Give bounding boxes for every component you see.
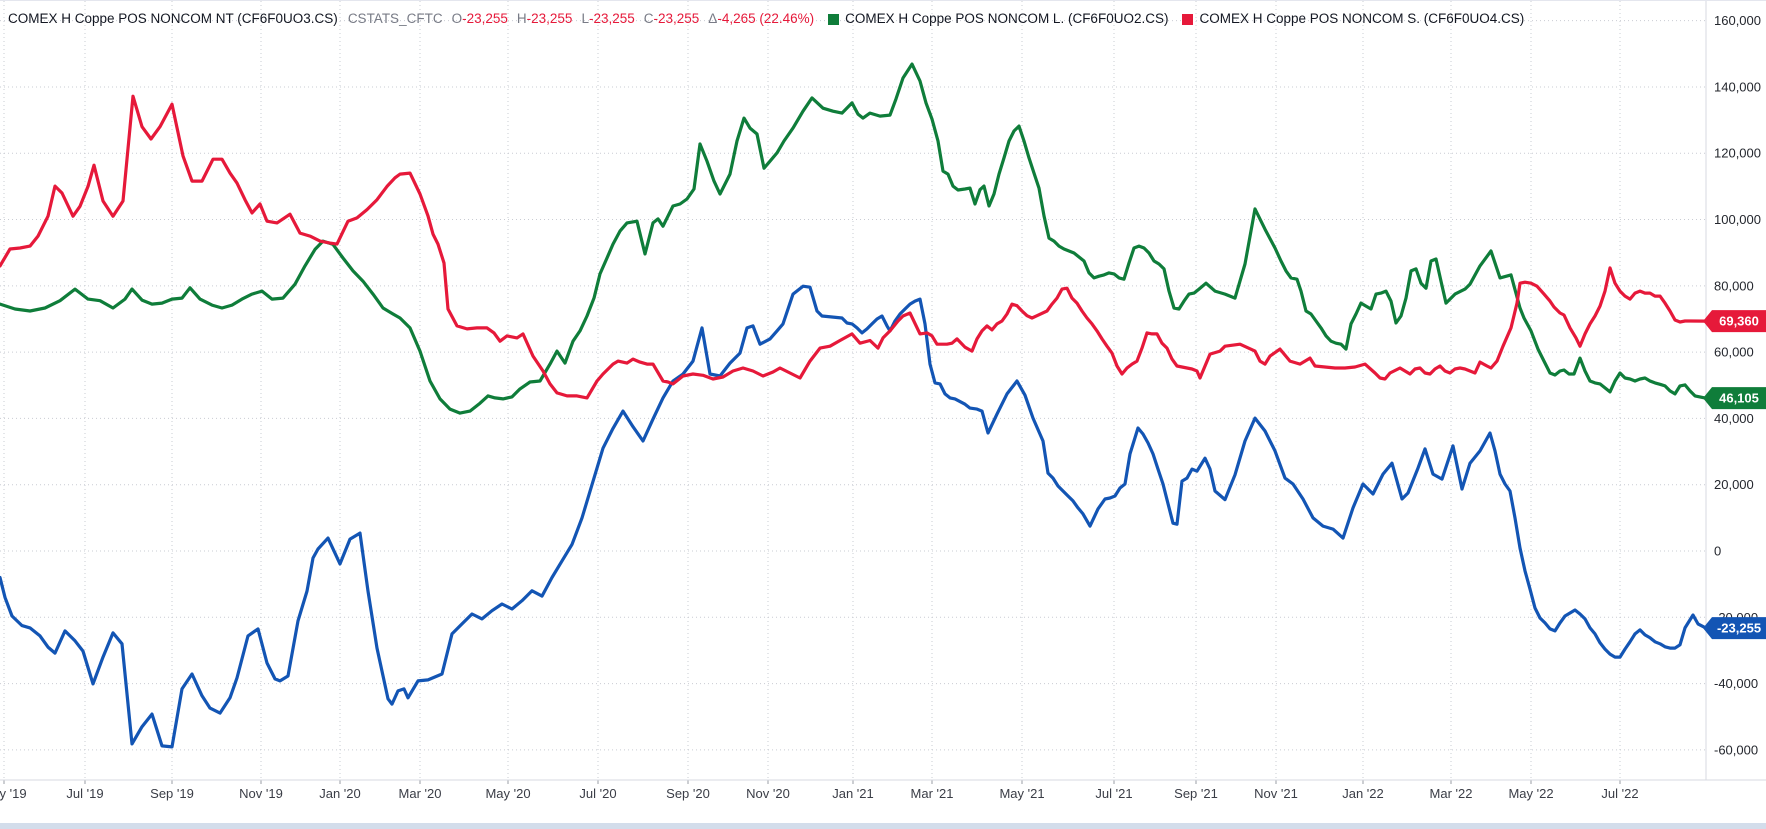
y-axis-label: 20,000 bbox=[1714, 477, 1754, 492]
y-axis-label: 40,000 bbox=[1714, 411, 1754, 426]
y-axis-label: 0 bbox=[1714, 544, 1721, 559]
price-badge-noncom_short bbox=[1703, 310, 1766, 333]
series-short-title[interactable]: COMEX H Coppe POS NONCOM S. (CF6F0UO4.CS… bbox=[1199, 11, 1525, 26]
series-long-swatch-icon bbox=[828, 13, 840, 25]
y-axis-label: -60,000 bbox=[1714, 742, 1758, 757]
x-axis-label: Jan '22 bbox=[1342, 786, 1384, 801]
series-line-noncom_net[interactable] bbox=[0, 284, 1708, 749]
price-badge-noncom_net bbox=[1703, 617, 1766, 640]
price-badge-label-noncom_net: -23,255 bbox=[1717, 621, 1761, 636]
x-axis-label: Mar '20 bbox=[399, 786, 442, 801]
y-axis-label: 140,000 bbox=[1714, 79, 1761, 94]
y-axis-label: 60,000 bbox=[1714, 345, 1754, 360]
x-axis-label: Mar '21 bbox=[911, 786, 954, 801]
ohlc-open: O-23,255 bbox=[451, 11, 508, 26]
x-axis-label: Jan '21 bbox=[832, 786, 874, 801]
y-axis-label: 100,000 bbox=[1714, 212, 1761, 227]
series-long-title[interactable]: COMEX H Coppe POS NONCOM L. (CF6F0UO2.CS… bbox=[845, 11, 1169, 26]
series-net-source: CSTATS_CFTC bbox=[347, 11, 443, 26]
y-axis-label: 120,000 bbox=[1714, 146, 1761, 161]
y-axis-label: 80,000 bbox=[1714, 278, 1754, 293]
chart-legend: COMEX H Coppe POS NONCOM NT (CF6F0UO3.CS… bbox=[8, 10, 1524, 28]
ohlc-low: L-23,255 bbox=[581, 11, 635, 26]
x-axis-label: Nov '21 bbox=[1254, 786, 1298, 801]
series-line-noncom_long[interactable] bbox=[0, 62, 1708, 415]
x-axis-label: Jul '21 bbox=[1095, 786, 1132, 801]
x-axis-label: May '22 bbox=[1508, 786, 1553, 801]
x-axis-label: Mar '22 bbox=[1430, 786, 1473, 801]
x-axis-label: Jul '22 bbox=[1601, 786, 1638, 801]
ohlc-high: H-23,255 bbox=[516, 11, 573, 26]
x-axis-label: May '20 bbox=[485, 786, 530, 801]
x-axis-label: Nov '19 bbox=[239, 786, 283, 801]
y-axis-label: -40,000 bbox=[1714, 676, 1758, 691]
ohlc-close: C-23,255 bbox=[643, 11, 700, 26]
x-axis-label: Sep '21 bbox=[1174, 786, 1218, 801]
window-bottom-strip bbox=[0, 823, 1766, 829]
x-axis-label: May '19 bbox=[0, 786, 27, 801]
x-axis-label: Jul '19 bbox=[66, 786, 103, 801]
price-badge-label-noncom_short: 69,360 bbox=[1719, 314, 1759, 329]
ohlc-change: Δ-4,265 (22.46%) bbox=[708, 11, 815, 26]
series-short-swatch-icon bbox=[1182, 13, 1194, 25]
x-axis-label: Jan '20 bbox=[319, 786, 361, 801]
price-badge-label-noncom_long: 46,105 bbox=[1719, 391, 1759, 406]
x-axis-label: Sep '19 bbox=[150, 786, 194, 801]
series-line-noncom_short[interactable] bbox=[0, 94, 1708, 400]
series-net-title[interactable]: COMEX H Coppe POS NONCOM NT (CF6F0UO3.CS… bbox=[8, 11, 338, 26]
price-badge-noncom_long bbox=[1703, 387, 1766, 410]
x-axis-label: Jul '20 bbox=[579, 786, 616, 801]
x-axis-label: Nov '20 bbox=[746, 786, 790, 801]
x-axis-label: May '21 bbox=[999, 786, 1044, 801]
y-axis-label: 160,000 bbox=[1714, 13, 1761, 28]
x-axis-label: Sep '20 bbox=[666, 786, 710, 801]
